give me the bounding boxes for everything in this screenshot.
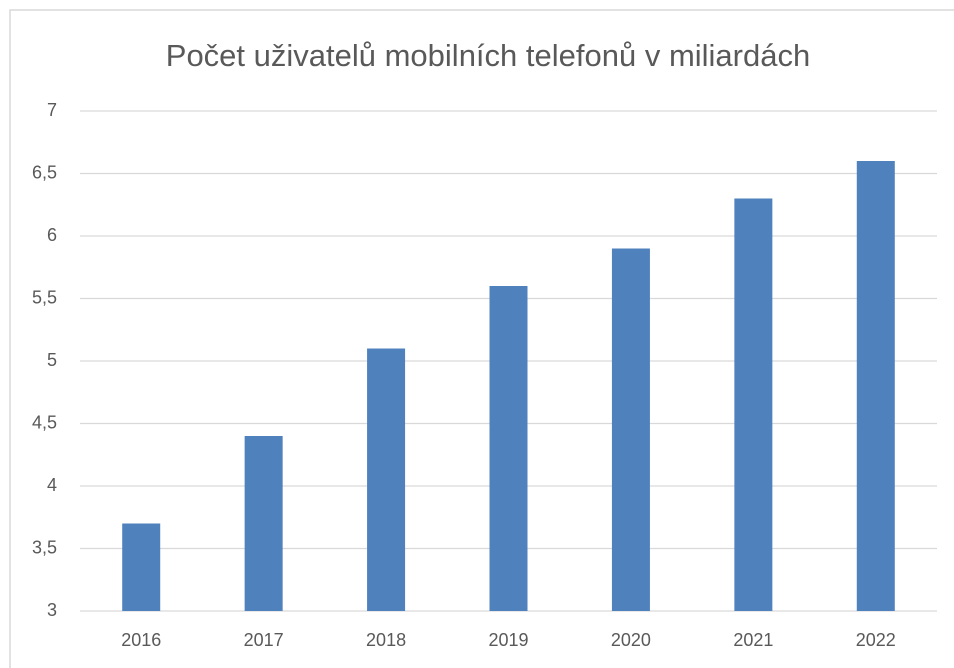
x-tick-label: 2018: [366, 630, 406, 650]
y-tick-label: 4,5: [32, 412, 57, 432]
x-tick-label: 2017: [244, 630, 284, 650]
y-tick-label: 7: [47, 100, 57, 120]
chart-title: Počet uživatelů mobilních telefonů v mil…: [166, 38, 810, 73]
bar: [611, 248, 650, 611]
bar: [734, 198, 773, 611]
y-tick-label: 4: [47, 475, 57, 495]
y-tick-label: 6: [47, 225, 57, 245]
bar: [122, 523, 161, 611]
bar: [856, 161, 895, 611]
x-tick-label: 2020: [611, 630, 651, 650]
y-tick-label: 3: [47, 600, 57, 620]
y-tick-label: 5,5: [32, 287, 57, 307]
bar: [367, 348, 406, 611]
x-tick-label: 2021: [733, 630, 773, 650]
x-tick-label: 2022: [856, 630, 896, 650]
bar: [489, 286, 528, 611]
x-tick-label: 2016: [121, 630, 161, 650]
y-tick-label: 3,5: [32, 537, 57, 557]
y-tick-label: 6,5: [32, 162, 57, 182]
y-tick-label: 5: [47, 350, 57, 370]
bar: [244, 436, 283, 611]
x-tick-label: 2019: [488, 630, 528, 650]
chart-border: [9, 9, 954, 668]
